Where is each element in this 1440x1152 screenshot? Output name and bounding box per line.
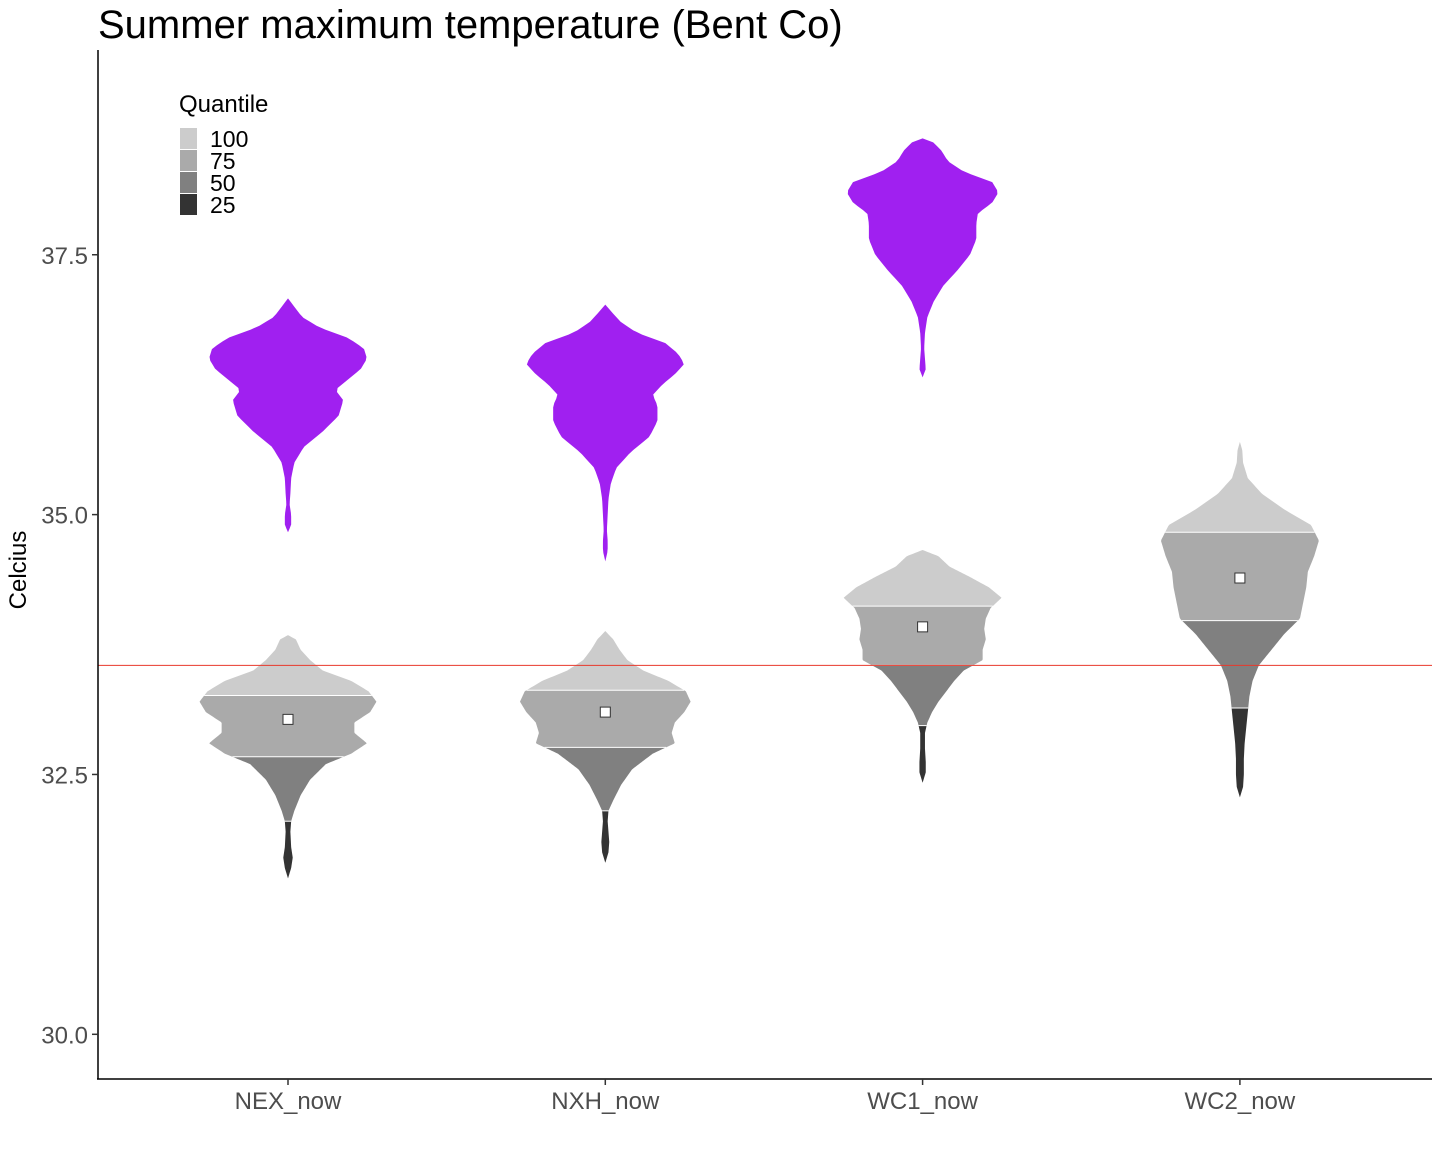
y-tick-label: 32.5 [41, 762, 88, 789]
quantile-50-segment [544, 747, 666, 811]
mean-marker [599, 706, 611, 718]
x-tick-label: WC1_now [867, 1088, 978, 1115]
mean-marker [282, 713, 294, 725]
quantile-100-segment [843, 549, 1002, 607]
legend-swatch [180, 194, 197, 215]
quantile-25-segment [918, 725, 927, 783]
quantile-75-segment [199, 695, 377, 757]
quantile-100-segment [526, 631, 685, 691]
violin-group-nxh-now [519, 304, 691, 863]
future-violin [526, 304, 684, 562]
legend-label: 75 [210, 148, 236, 174]
x-tick-label: NXH_now [551, 1088, 660, 1115]
violin-group-wc1-now [843, 138, 1002, 783]
quantile-25-segment [601, 810, 610, 863]
legend-label: 100 [210, 126, 248, 152]
chart-title: Summer maximum temperature (Bent Co) [98, 3, 843, 47]
legend-label: 50 [210, 170, 236, 196]
quantile-75-segment [519, 690, 691, 748]
future-violin [209, 298, 367, 533]
quantile-75-segment [852, 606, 993, 666]
x-tick-label: WC2_now [1185, 1088, 1296, 1115]
mean-marker [1234, 572, 1246, 584]
quantile-50-segment [872, 665, 974, 726]
future-violin [847, 138, 998, 378]
legend-title: Quantile [179, 91, 268, 118]
y-axis-ticks: 30.0 32.5 35.0 37.5 [41, 243, 98, 1049]
quantile-50-segment [232, 756, 344, 822]
x-axis-ticks: NEX_now NXH_now WC1_now WC2_now [235, 1079, 1296, 1115]
legend-label: 25 [210, 192, 236, 218]
plot-area [98, 138, 1432, 879]
violin-group-nex-now [199, 298, 377, 879]
violin-group-wc2-now [1161, 441, 1319, 798]
y-axis-label: Celcius [5, 531, 32, 610]
legend-swatch [180, 172, 197, 193]
legend-swatch [180, 128, 197, 149]
y-tick-label: 30.0 [41, 1022, 88, 1049]
quantile-100-segment [1165, 441, 1315, 533]
mean-marker [917, 621, 929, 633]
quantile-50-segment [1181, 620, 1298, 708]
y-tick-label: 37.5 [41, 243, 88, 270]
y-tick-label: 35.0 [41, 503, 88, 530]
legend-swatch [180, 150, 197, 171]
x-tick-label: NEX_now [235, 1088, 342, 1115]
quantile-25-segment [283, 821, 293, 879]
quantile-25-segment [1231, 707, 1249, 798]
